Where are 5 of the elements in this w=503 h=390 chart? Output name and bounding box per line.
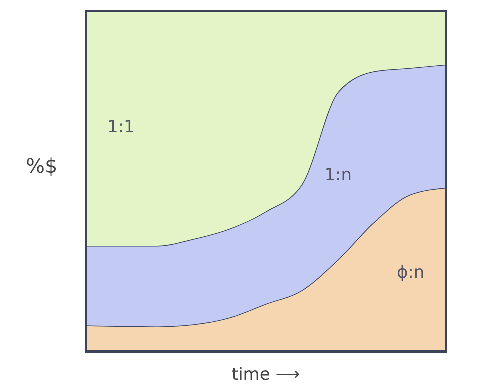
y-axis-title: %$ xyxy=(26,154,58,178)
x-axis-title: time ⟶ xyxy=(232,365,300,385)
series-label: ϕ:n xyxy=(396,262,425,283)
series-label: 1:1 xyxy=(108,118,135,138)
series-label: 1:n xyxy=(324,166,352,186)
